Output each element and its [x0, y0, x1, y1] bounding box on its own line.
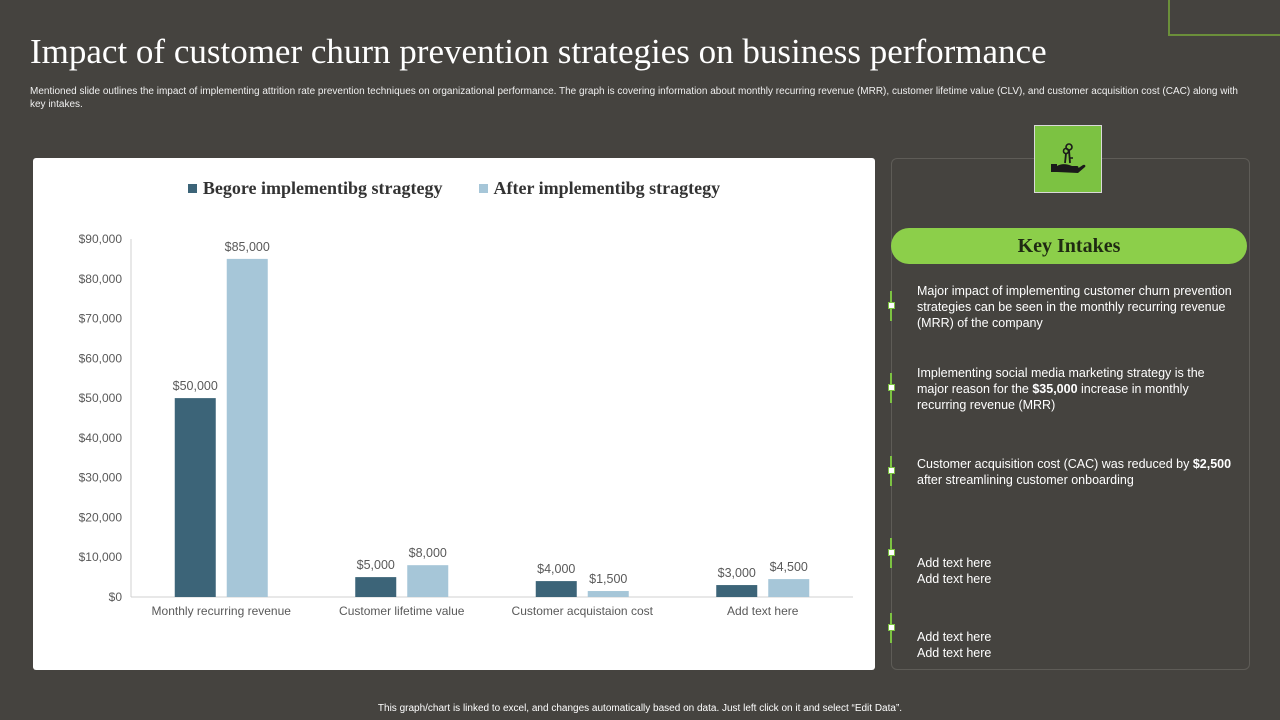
- data-label: $4,000: [537, 562, 575, 576]
- intake-2-text-bold: $35,000: [1032, 382, 1078, 396]
- y-tick-label: $50,000: [79, 391, 123, 405]
- y-tick-label: $20,000: [79, 510, 123, 524]
- y-tick-label: $10,000: [79, 550, 123, 564]
- icon-box: [1034, 125, 1102, 193]
- corner-frame-decoration: [1168, 0, 1280, 36]
- chart-legend: Begore implementibg stragtegy After impl…: [33, 178, 875, 199]
- intake-text-1: Major impact of implementing customer ch…: [917, 283, 1235, 331]
- bar-before: [535, 581, 577, 597]
- x-tick-label: Monthly recurring revenue: [152, 604, 292, 618]
- bar-after: [768, 579, 810, 597]
- x-tick-label: Add text here: [727, 604, 799, 618]
- footer-note: This graph/chart is linked to excel, and…: [377, 703, 903, 714]
- x-tick-label: Customer acquistaion cost: [512, 604, 654, 618]
- data-label: $3,000: [718, 566, 756, 580]
- y-tick-label: $80,000: [79, 272, 123, 286]
- x-tick-label: Customer lifetime value: [339, 604, 465, 618]
- y-tick-label: $90,000: [79, 232, 123, 246]
- legend-label-after: After implementibg stragtegy: [493, 178, 721, 198]
- intake-text-4: Add text here Add text here: [917, 539, 1235, 587]
- bar-after: [407, 565, 449, 597]
- intake-marker-1: [888, 291, 895, 321]
- y-tick-label: $60,000: [79, 351, 123, 365]
- chart-card[interactable]: Begore implementibg stragtegy After impl…: [33, 158, 875, 670]
- intake-2-text-post: increase in monthly recurring revenue (M…: [917, 382, 1189, 412]
- bar-after: [587, 591, 629, 597]
- page-title: Impact of customer churn prevention stra…: [30, 32, 1047, 71]
- bar-before: [716, 585, 758, 597]
- data-label: $1,500: [589, 572, 627, 586]
- intake-marker-2: [888, 373, 895, 403]
- data-label: $4,500: [770, 560, 808, 574]
- intake-marker-4: [888, 538, 895, 568]
- page-subtitle: Mentioned slide outlines the impact of i…: [30, 86, 1238, 110]
- bar-before: [174, 398, 216, 597]
- y-tick-label: $40,000: [79, 431, 123, 445]
- legend-swatch-after: [478, 184, 488, 193]
- legend-label-before: Begore implementibg stragtegy: [202, 178, 443, 198]
- intake-text-3: Customer acquisition cost (CAC) was redu…: [917, 456, 1235, 488]
- intake-1-text: Major impact of implementing customer ch…: [917, 284, 1232, 330]
- legend-item-before: Begore implementibg stragtegy: [187, 178, 443, 199]
- intake-marker-5: [888, 613, 895, 643]
- intake-3-text-post: after streamlining customer onboarding: [917, 473, 1134, 487]
- intake-4-text: Add text here Add text here: [917, 556, 992, 586]
- intake-2-text-pre: Implementing social media marketing stra…: [917, 366, 1205, 396]
- y-tick-label: $30,000: [79, 471, 123, 485]
- intake-text-2: Implementing social media marketing stra…: [917, 365, 1235, 413]
- intake-3-text-pre: Customer acquisition cost (CAC) was redu…: [917, 457, 1193, 471]
- y-tick-label: $0: [109, 590, 123, 604]
- data-label: $85,000: [225, 240, 270, 254]
- data-label: $8,000: [409, 546, 447, 560]
- bar-after: [226, 258, 268, 597]
- key-intakes-heading: Key Intakes: [891, 228, 1247, 264]
- data-label: $50,000: [173, 379, 218, 393]
- bar-chart: $0 $10,000 $20,000 $30,000 $40,000 $50,000 $60…: [79, 232, 853, 618]
- bar-before: [355, 577, 397, 597]
- hand-holding-keys-icon: [1051, 143, 1086, 173]
- y-tick-label: $70,000: [79, 312, 123, 326]
- legend-item-after: After implementibg stragtegy: [478, 178, 721, 199]
- legend-swatch-before: [187, 184, 197, 193]
- intake-3-text-bold: $2,500: [1192, 457, 1232, 471]
- intake-marker-3: [888, 456, 895, 486]
- data-label: $5,000: [357, 558, 395, 572]
- intake-text-5: Add text here Add text here: [917, 613, 1235, 661]
- intake-5-text: Add text here Add text here: [917, 630, 992, 660]
